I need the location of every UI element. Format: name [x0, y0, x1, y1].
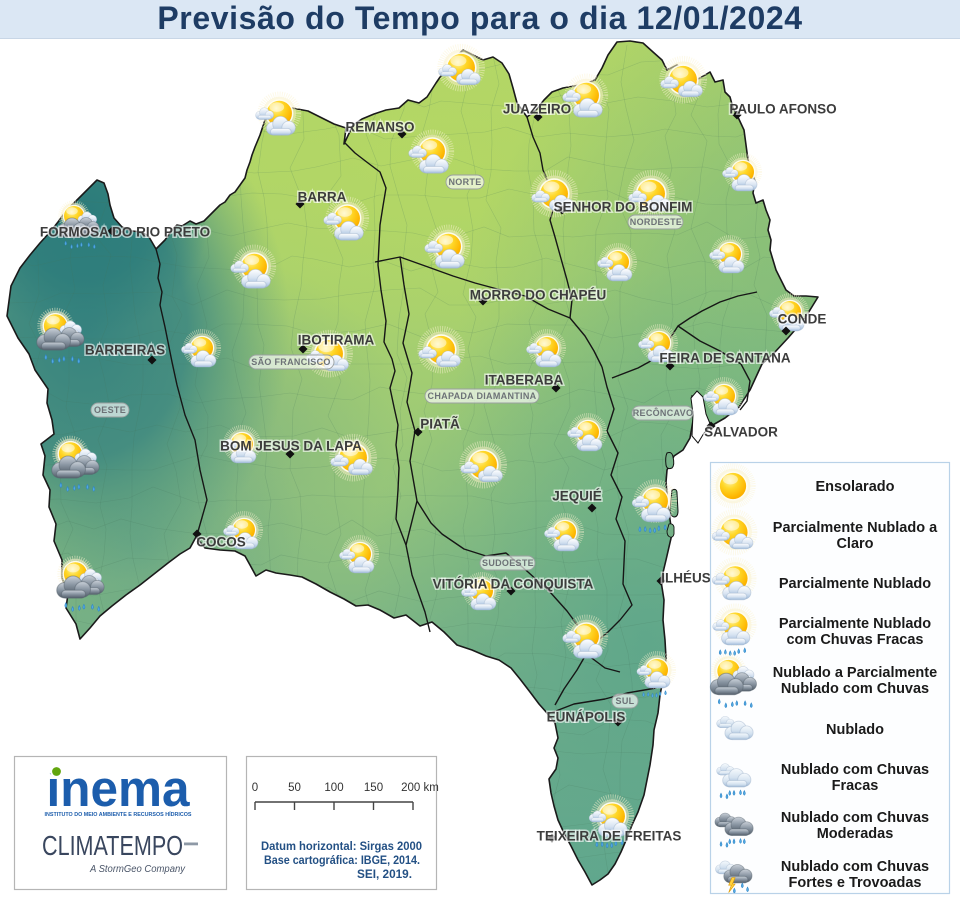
svg-text:NORDESTE: NORDESTE [630, 217, 682, 227]
svg-text:Nublado: Nublado [826, 722, 884, 738]
svg-text:REMANSO: REMANSO [345, 120, 414, 135]
svg-text:ILHÉUS: ILHÉUS [661, 571, 711, 586]
svg-text:Nublado com Chuvas: Nublado com Chuvas [781, 681, 929, 697]
svg-text:200 km: 200 km [401, 782, 439, 794]
svg-text:BOM JESUS DA LAPA: BOM JESUS DA LAPA [220, 439, 362, 454]
svg-text:EUNÁPOLIS: EUNÁPOLIS [547, 710, 626, 725]
svg-text:Parcialmente Nublado a: Parcialmente Nublado a [773, 520, 938, 536]
svg-text:Parcialmente Nublado: Parcialmente Nublado [779, 576, 931, 592]
svg-text:BARREIRAS: BARREIRAS [85, 343, 165, 358]
svg-text:SÃO FRANCISCO: SÃO FRANCISCO [251, 357, 330, 367]
svg-text:inema: inema [47, 760, 191, 817]
svg-text:Nublado com Chuvas: Nublado com Chuvas [781, 810, 929, 826]
svg-text:CHAPADA DIAMANTINA: CHAPADA DIAMANTINA [428, 391, 537, 401]
svg-text:OESTE: OESTE [94, 405, 126, 415]
svg-text:Fracas: Fracas [832, 778, 879, 794]
svg-text:FEIRA DE SANTANA: FEIRA DE SANTANA [659, 351, 791, 366]
svg-text:Base cartográfica: IBGE, 2014.: Base cartográfica: IBGE, 2014. [264, 853, 420, 867]
svg-text:Parcialmente Nublado: Parcialmente Nublado [779, 616, 931, 632]
svg-text:MORRO DO CHAPÉU: MORRO DO CHAPÉU [470, 288, 607, 303]
svg-text:Nublado a Parcialmente: Nublado a Parcialmente [773, 665, 937, 681]
svg-text:Claro: Claro [836, 536, 873, 552]
svg-text:Nublado com Chuvas: Nublado com Chuvas [781, 859, 929, 875]
svg-text:JEQUIÉ: JEQUIÉ [552, 489, 602, 504]
svg-text:PIATÃ: PIATÃ [420, 417, 460, 432]
svg-text:SALVADOR: SALVADOR [704, 425, 778, 440]
svg-text:SENHOR DO BONFIM: SENHOR DO BONFIM [554, 200, 693, 215]
svg-text:com Chuvas Fracas: com Chuvas Fracas [786, 632, 923, 648]
svg-text:CONDE: CONDE [778, 312, 827, 327]
svg-text:Fortes e Trovoadas: Fortes e Trovoadas [789, 875, 922, 891]
svg-text:50: 50 [288, 782, 301, 794]
svg-text:Ensolarado: Ensolarado [816, 479, 895, 495]
svg-text:BARRA: BARRA [298, 190, 347, 205]
svg-text:100: 100 [324, 782, 343, 794]
svg-text:Nublado com Chuvas: Nublado com Chuvas [781, 762, 929, 778]
svg-text:TEIXEIRA DE FREITAS: TEIXEIRA DE FREITAS [537, 829, 682, 844]
svg-text:Moderadas: Moderadas [817, 826, 894, 842]
svg-text:0: 0 [252, 782, 258, 794]
svg-text:IBOTIRAMA: IBOTIRAMA [298, 333, 375, 348]
svg-text:A StormGeo Company: A StormGeo Company [89, 863, 186, 875]
svg-text:SUL: SUL [616, 696, 635, 706]
svg-text:SUDOESTE: SUDOESTE [482, 558, 534, 568]
svg-text:FORMOSA DO RIO PRETO: FORMOSA DO RIO PRETO [40, 225, 210, 240]
svg-text:VITÓRIA DA CONQUISTA: VITÓRIA DA CONQUISTA [433, 577, 594, 592]
svg-text:Datum horizontal: Sirgas 2000: Datum horizontal: Sirgas 2000 [261, 839, 422, 853]
svg-text:NORTE: NORTE [449, 177, 482, 187]
svg-text:150: 150 [364, 782, 383, 794]
svg-text:ITABERABA: ITABERABA [485, 373, 564, 388]
svg-text:PAULO AFONSO: PAULO AFONSO [729, 102, 836, 117]
svg-text:SEI, 2019.: SEI, 2019. [357, 867, 412, 881]
svg-text:COCOS: COCOS [196, 535, 246, 550]
svg-text:CLIMATEMPO: CLIMATEMPO [42, 830, 183, 861]
svg-text:JUAZEIRO: JUAZEIRO [503, 102, 571, 117]
svg-text:RECÔNCAVO: RECÔNCAVO [633, 407, 694, 418]
svg-text:INSTITUTO DO MEIO AMBIENTE E R: INSTITUTO DO MEIO AMBIENTE E RECURSOS HÍ… [45, 810, 192, 818]
